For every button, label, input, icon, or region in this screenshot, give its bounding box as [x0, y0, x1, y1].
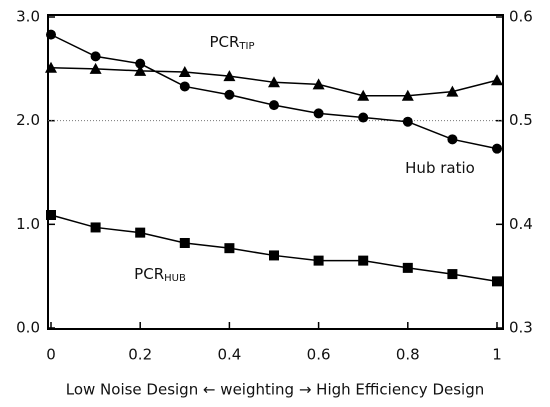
x-tick-label: 0.8 — [396, 346, 420, 364]
marker — [447, 269, 458, 280]
marker — [313, 255, 324, 266]
series-label-name: PCR — [134, 265, 164, 283]
x-tick-label: 0.2 — [128, 346, 152, 364]
marker — [224, 243, 235, 254]
marker — [268, 76, 280, 88]
marker — [179, 81, 190, 92]
marker — [492, 276, 502, 287]
series-label: Hub ratio — [405, 159, 475, 177]
marker — [402, 116, 413, 127]
marker — [402, 262, 413, 273]
x-axis-label: Low Noise Design ← weighting → High Effi… — [66, 381, 485, 399]
series-label-name: PCR — [209, 33, 239, 51]
marker — [135, 227, 146, 238]
plot-frame — [47, 14, 504, 330]
marker — [358, 255, 369, 266]
marker — [447, 134, 458, 145]
marker — [46, 29, 56, 40]
marker — [491, 74, 503, 86]
y-tick-label: 1.0 — [16, 215, 40, 233]
series-line — [50, 33, 498, 150]
y2-tick-label: 0.6 — [509, 8, 533, 26]
marker — [357, 89, 370, 101]
y2-tick-label: 0.3 — [509, 319, 533, 337]
y-tick-label: 3.0 — [16, 8, 40, 26]
series-line — [50, 214, 498, 283]
marker — [269, 250, 279, 261]
x-tick-label: 0.6 — [307, 346, 331, 364]
marker — [492, 143, 502, 154]
marker — [89, 62, 102, 74]
x-tick-label: 0.4 — [217, 346, 241, 364]
marker — [179, 237, 190, 248]
x-tick-label: 0 — [46, 346, 56, 364]
marker — [224, 89, 235, 100]
y-tick-label: 2.0 — [16, 111, 40, 129]
marker — [269, 100, 279, 111]
series-label-subscript: HUB — [164, 273, 186, 284]
series-label-subscript: TIP — [238, 41, 254, 52]
marker — [90, 222, 101, 233]
marker — [134, 64, 147, 76]
series-label-name: Hub ratio — [405, 159, 475, 177]
marker — [358, 112, 369, 123]
marker — [223, 70, 236, 82]
marker — [135, 58, 146, 69]
marker — [312, 78, 325, 90]
y-tick-label: 0.0 — [16, 319, 40, 337]
marker — [90, 51, 101, 62]
y2-tick-label: 0.4 — [509, 215, 533, 233]
marker — [46, 210, 56, 221]
x-tick-label: 1 — [492, 346, 502, 364]
series-label: PCRTIP — [209, 33, 254, 53]
series-label: PCRHUB — [134, 265, 186, 285]
marker — [446, 85, 459, 97]
marker — [401, 89, 414, 101]
marker — [178, 65, 191, 77]
marker — [313, 108, 324, 119]
marker — [45, 61, 57, 73]
y2-tick-label: 0.5 — [509, 111, 533, 129]
